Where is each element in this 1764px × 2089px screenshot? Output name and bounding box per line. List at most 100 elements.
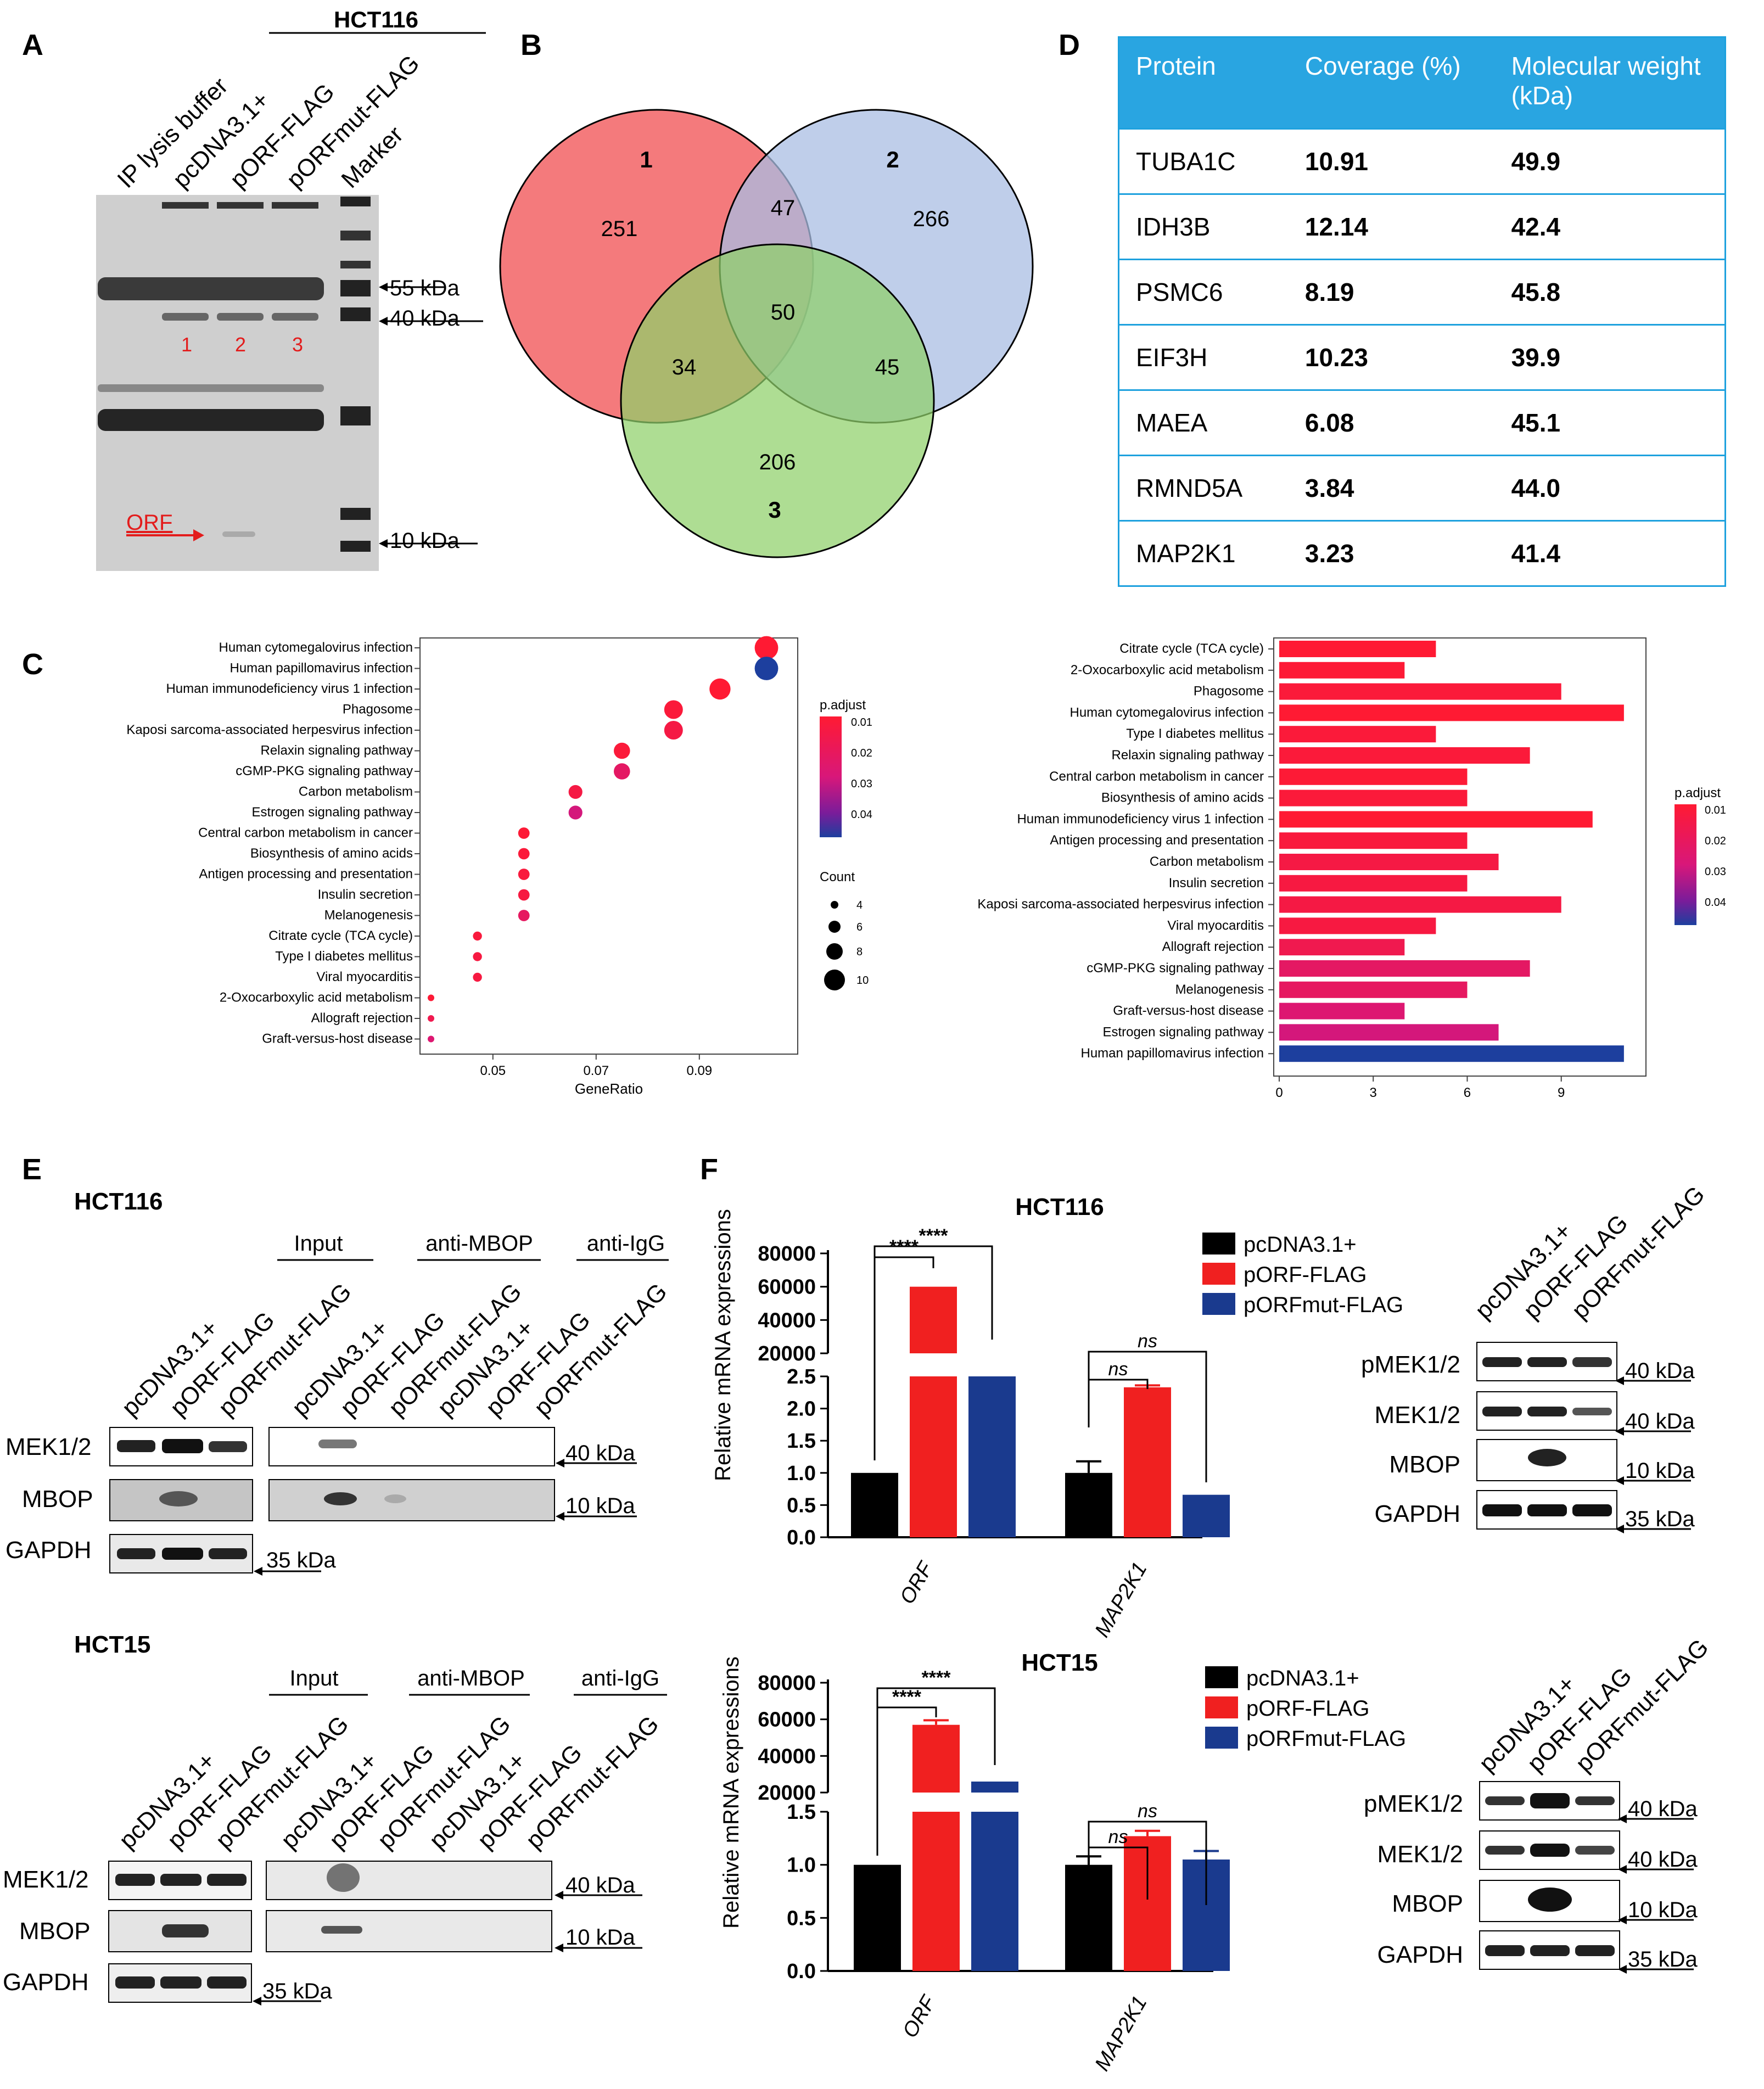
lower-ytick-label: 0.0 xyxy=(787,1960,816,1983)
barplot-bar xyxy=(1279,875,1468,892)
orf-label: ORF xyxy=(126,511,172,535)
dotplot-frame xyxy=(419,637,798,1055)
barplot-category-label: Citrate cycle (TCA cycle) xyxy=(1119,641,1264,656)
upper-ytick-label: 80000 xyxy=(758,1672,816,1695)
barplot-legend-title: p.adjust xyxy=(1675,786,1721,800)
barplot-bar xyxy=(1279,981,1468,998)
dotplot-xlabel: GeneRatio xyxy=(575,1080,643,1097)
barplot-legend-tick-1: 0.01 xyxy=(1705,804,1726,816)
band-number-1: 1 xyxy=(181,333,192,356)
dotplot-category-label: Antigen processing and presentation xyxy=(199,867,413,882)
barplot-category-label: Insulin secretion xyxy=(1169,876,1264,891)
upper-ytick-label: 60000 xyxy=(758,1709,816,1732)
lower-ytick-label: 1.5 xyxy=(787,1430,816,1453)
table-cell-protein: MAEA xyxy=(1118,389,1289,456)
e116-marker-10: 10 kDa xyxy=(565,1494,635,1518)
panel-e-hct116-title: HCT116 xyxy=(74,1188,163,1215)
f116-legend: pcDNA3.1+ pORF-FLAG pORFmut-FLAG xyxy=(1202,1233,1403,1317)
x-category-label: ORF xyxy=(898,1991,940,2042)
f116-legend-porf: pORF-FLAG xyxy=(1244,1263,1367,1287)
barplot-bar xyxy=(1279,939,1405,956)
dotplot-legend-tick-4: 0.04 xyxy=(851,809,872,821)
dotplot-point xyxy=(614,763,630,780)
significance-bracket xyxy=(876,1687,996,1856)
f116-row-pmek: pMEK1/2 xyxy=(1361,1351,1460,1378)
panel-a: A HCT116 IP lysis buffer pcDNA3.1+ pORF-… xyxy=(22,7,486,571)
barplot-legend-tick-3: 0.03 xyxy=(1705,866,1726,878)
significance-label: **** xyxy=(922,1667,951,1688)
table-cell-coverage: 3.84 xyxy=(1288,455,1495,521)
dotplot-category-label: Citrate cycle (TCA cycle) xyxy=(268,928,413,943)
barplot-category-label: Kaposi sarcoma-associated herpesvirus in… xyxy=(977,897,1264,912)
dotplot-category-label: Carbon metabolism xyxy=(299,785,413,799)
table-header-mw: Molecular weight (kDa) xyxy=(1494,37,1726,129)
barplot-bar xyxy=(1279,789,1468,807)
table-header-coverage: Coverage (%) xyxy=(1288,37,1495,129)
significance-bracket xyxy=(1088,1351,1207,1482)
barplot-category-label: cGMP-PKG signaling pathway xyxy=(1087,961,1264,976)
upper-ytick-label: 40000 xyxy=(758,1309,816,1332)
dotplot-point xyxy=(473,952,482,961)
upper-ytick-label: 20000 xyxy=(758,1342,816,1365)
e116-group-input: Input xyxy=(294,1231,343,1256)
dotplot-legend-tick-1: 0.01 xyxy=(851,716,872,729)
lower-ytick-label: 1.0 xyxy=(787,1854,816,1877)
dotplot-category-label: Human cytomegalovirus infection xyxy=(219,640,413,655)
venn-only-2: 266 xyxy=(913,207,950,231)
e15-group-input: Input xyxy=(290,1666,339,1690)
panel-d-label: D xyxy=(1059,29,1080,61)
e15-marker-35: 35 kDa xyxy=(262,1979,332,2003)
dotplot-point xyxy=(473,972,482,982)
x-category-label: ORF xyxy=(895,1558,938,1608)
lower-ytick-label: 0.5 xyxy=(787,1494,816,1517)
barplot-bar xyxy=(1279,896,1561,913)
bar xyxy=(851,1472,898,1537)
orf-arrowhead xyxy=(193,529,204,541)
significance-label: ns xyxy=(1138,1331,1157,1352)
significance-bracket xyxy=(873,1245,993,1460)
dotplot-category-label: 2-Oxocarboxylic acid metabolism xyxy=(220,990,413,1005)
bar-upper-part xyxy=(910,1286,957,1353)
barplot-category-label: Melanogenesis xyxy=(1175,982,1264,997)
venn-only-1: 251 xyxy=(601,217,638,241)
barplot-legend-tick-4: 0.04 xyxy=(1705,897,1726,909)
panel-a-label: A xyxy=(22,29,43,61)
e116-marker-35: 35 kDa xyxy=(266,1548,336,1572)
bar-lower-part xyxy=(971,1812,1018,1971)
f15-legend-swatch-porf xyxy=(1205,1696,1238,1718)
table-cell-coverage: 8.19 xyxy=(1288,259,1495,325)
f15-legend-swatch-pcdna xyxy=(1205,1666,1238,1688)
barplot-bar xyxy=(1279,704,1624,721)
dotplot-xtick-label: 0.07 xyxy=(583,1063,609,1078)
significance-label: ns xyxy=(1138,1801,1157,1822)
f15-legend-porf: pORF-FLAG xyxy=(1246,1696,1369,1721)
dotplot-point xyxy=(518,848,530,860)
e15-group-anti-igg: anti-IgG xyxy=(581,1666,659,1690)
dotplot-point xyxy=(473,931,482,941)
table-cell-protein: IDH3B xyxy=(1118,193,1289,260)
venn-1-2-3: 50 xyxy=(771,300,796,324)
bar xyxy=(1065,1472,1112,1537)
f15-legend-pcdna: pcDNA3.1+ xyxy=(1246,1666,1359,1690)
lower-ytick-label: 2.0 xyxy=(787,1398,816,1421)
panel-b-label: B xyxy=(520,29,542,61)
f15-row-mek: MEK1/2 xyxy=(1377,1841,1463,1868)
f116-legend-swatch-pcdna xyxy=(1202,1233,1235,1254)
dotplot-point xyxy=(568,785,583,799)
f116-blots xyxy=(1476,1342,1617,1530)
dotplot-category-label: Biosynthesis of amino acids xyxy=(250,846,413,861)
barplot-category-label: Carbon metabolism xyxy=(1150,854,1264,869)
barplot-bar xyxy=(1279,747,1530,764)
barplot-bar xyxy=(1279,832,1468,849)
panel-c-barplot: Citrate cycle (TCA cycle) 2-Oxocarboxylic… xyxy=(977,637,1726,1100)
count-legend-dot-10 xyxy=(824,970,845,990)
table-cell-protein: TUBA1C xyxy=(1118,128,1289,194)
e116-group-anti-igg: anti-IgG xyxy=(587,1231,665,1256)
barplot-bar xyxy=(1279,960,1530,977)
panel-b-venn: B 1 2 3 251 266 206 47 34 45 50 xyxy=(499,29,1034,558)
f15-title: HCT15 xyxy=(1021,1649,1097,1676)
e15-row-mbop: MBOP xyxy=(19,1918,91,1945)
dotplot-point xyxy=(754,636,779,660)
table-cell-coverage: 10.23 xyxy=(1288,324,1495,390)
f15-blots xyxy=(1479,1781,1620,1970)
